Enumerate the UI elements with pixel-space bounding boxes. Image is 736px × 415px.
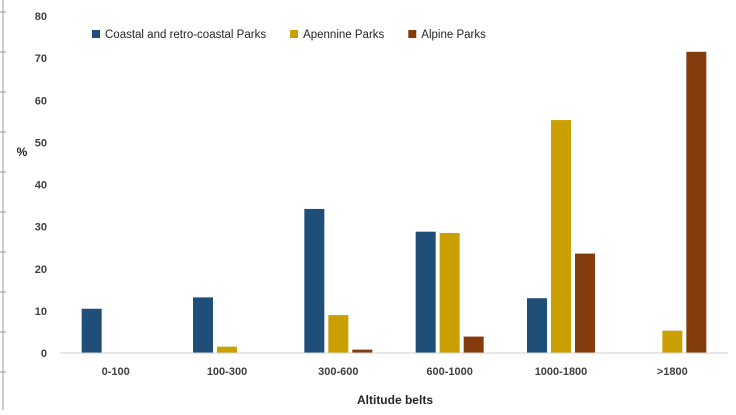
legend-label: Coastal and retro-coastal Parks [105, 29, 266, 41]
y-tick-label: 30 [35, 222, 47, 234]
legend-label: Alpine Parks [421, 29, 486, 41]
x-axis: 0-100 100-300 300-600 600-1000 1000-1800 >180… [60, 352, 728, 378]
y-tick-label: 40 [35, 180, 47, 192]
y-tick-label: 50 [35, 137, 47, 149]
bar [527, 298, 547, 353]
y-axis: 0 10 20 30 40 50 60 70 80 [35, 11, 47, 360]
bar [328, 315, 349, 353]
x-tick-label: >1800 [657, 366, 688, 378]
bar [463, 336, 484, 353]
bar [81, 308, 102, 353]
bars [81, 51, 707, 354]
x-axis-title: Altitude belts [357, 393, 433, 407]
bar [217, 346, 237, 353]
bar [352, 349, 373, 353]
x-tick-label: 300-600 [318, 366, 358, 378]
bar [575, 253, 595, 353]
y-tick-label: 80 [35, 11, 47, 23]
bar [551, 120, 571, 353]
y-axis-title: % [17, 145, 28, 159]
legend-label: Apennine Parks [303, 29, 384, 41]
legend: Coastal and retro-coastal Parks Apennine … [92, 29, 486, 41]
y-tick-label: 0 [41, 348, 47, 360]
bar [304, 208, 325, 353]
legend-swatch [92, 30, 100, 38]
x-tick-label: 0-100 [102, 366, 130, 378]
bar [193, 297, 213, 353]
bar [415, 231, 436, 353]
legend-swatch [408, 30, 417, 38]
y-tick-label: 60 [35, 95, 47, 107]
y-tick-label: 70 [35, 53, 47, 65]
y-tick-label: 10 [35, 306, 47, 318]
bar [662, 330, 683, 353]
x-tick-label: 1000-1800 [535, 366, 588, 378]
legend-swatch [290, 30, 299, 38]
y-tick-label: 20 [35, 264, 47, 276]
x-tick-label: 100-300 [207, 366, 247, 378]
bar [439, 232, 460, 353]
left-margin-ticks [0, 0, 6, 410]
bar [686, 51, 707, 354]
x-tick-label: 600-1000 [426, 366, 473, 378]
